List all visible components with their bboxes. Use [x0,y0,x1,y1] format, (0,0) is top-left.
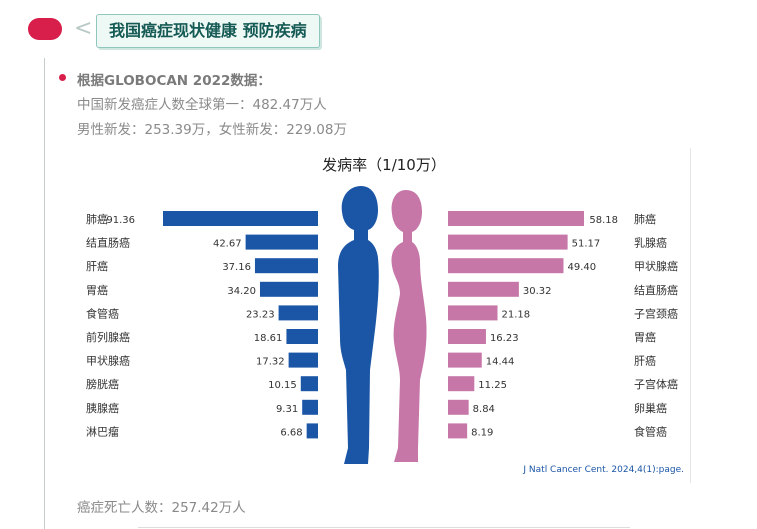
male-bar [302,399,318,415]
male-bar [278,305,318,321]
female-cancer-label: 卵巢癌 [634,401,667,415]
female-cancer-label: 胃癌 [634,330,656,344]
female-cancer-label: 肺癌 [634,212,656,226]
male-cancer-label: 膀胱癌 [86,377,119,391]
male-cancer-label: 食管癌 [86,306,119,320]
new-cases-line: 中国新发癌症人数全球第一：482.47万人 [77,97,327,113]
section-marker [28,18,62,40]
bullet-dot [59,74,66,81]
female-value-label: 51.17 [572,239,601,250]
female-value-label: 8.84 [473,404,495,415]
female-bar [448,305,498,321]
male-bar [306,423,318,439]
male-cancer-label: 胃癌 [86,283,108,297]
female-bar [448,211,584,226]
female-value-label: 8.19 [471,427,493,438]
divider [138,527,630,528]
female-cancer-label: 乳腺癌 [634,236,667,250]
female-bar [448,281,519,297]
male-bar [163,211,318,226]
male-bar [254,258,318,274]
source-heading: 根据GLOBOCAN 2022数据： [77,73,271,89]
female-bar [448,352,482,368]
female-bar [448,376,475,392]
female-bar [448,234,568,250]
male-value-label: 10.15 [268,380,297,391]
female-bar [448,423,468,439]
male-value-label: 18.61 [254,333,283,344]
female-value-label: 30.32 [523,286,552,297]
male-cancer-label: 肺癌 [86,212,108,226]
female-cancer-label: 子宫体癌 [634,377,678,391]
timeline-line [44,58,45,529]
deaths-line: 癌症死亡人数：257.42万人 [77,500,246,516]
male-silhouette-icon [338,186,379,464]
female-value-label: 11.25 [478,380,507,391]
gender-cases-line: 男性新发：253.39万，女性新发：229.08万 [77,122,347,138]
male-value-label: 23.23 [246,309,275,320]
female-cancer-label: 肝癌 [634,354,656,368]
female-cancer-label: 甲状腺癌 [634,259,678,273]
male-value-label: 9.31 [276,404,298,415]
female-value-label: 16.23 [490,333,519,344]
female-value-label: 49.40 [567,262,596,273]
male-bar [288,352,318,368]
male-cancer-label: 结直肠癌 [86,236,130,250]
chart-title: 发病率（1/10万） [322,156,446,174]
female-bar [448,329,486,344]
male-value-label: 91.36 [106,215,135,226]
male-value-label: 37.16 [222,262,251,273]
male-bar [300,376,318,392]
female-value-label: 58.18 [589,215,618,226]
male-bar [286,329,318,344]
male-cancer-label: 前列腺癌 [86,330,130,344]
male-value-label: 34.20 [227,286,256,297]
section-title: 我国癌症现状健康 预防疾病 [96,14,320,48]
female-value-label: 21.18 [502,309,531,320]
incidence-chart: 发病率（1/10万） J Natl Cancer Cent. 2024,4(1)… [78,148,691,483]
male-value-label: 42.67 [213,239,242,250]
male-bar [245,234,318,250]
male-value-label: 6.68 [280,427,302,438]
chevron-left-icon: < [74,16,93,41]
female-cancer-label: 结直肠癌 [634,283,678,297]
female-cancer-label: 食管癌 [634,424,667,438]
female-value-label: 14.44 [486,357,515,368]
chart-source: J Natl Cancer Cent. 2024,4(1):page. [522,465,684,475]
male-value-label: 17.32 [256,357,285,368]
female-bar [448,399,469,415]
male-cancer-label: 甲状腺癌 [86,354,130,368]
female-cancer-label: 子宫颈癌 [634,306,678,320]
female-bar [448,258,564,274]
female-silhouette-icon [391,190,427,462]
male-cancer-label: 胰腺癌 [86,401,119,415]
male-bar [259,281,318,297]
male-cancer-label: 肝癌 [86,259,108,273]
male-cancer-label: 淋巴瘤 [86,424,119,438]
